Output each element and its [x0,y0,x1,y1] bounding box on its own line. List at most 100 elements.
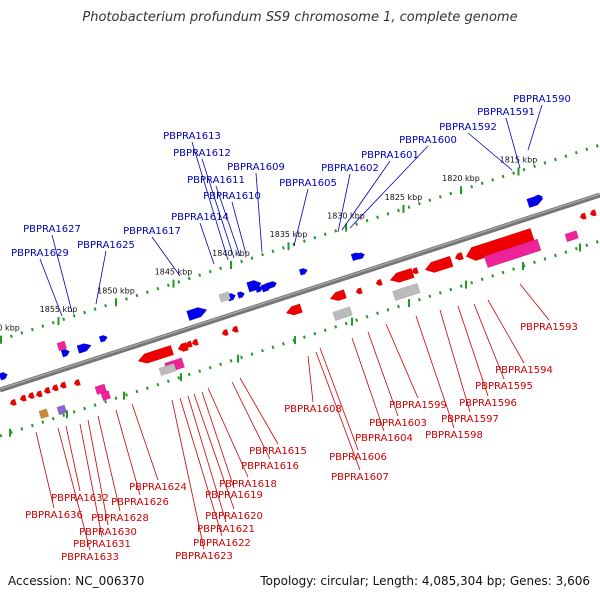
reverse-leader-line [115,409,141,496]
reverse-leader-line [57,427,91,551]
reverse-gene [231,325,239,333]
reverse-gene [73,378,81,387]
misc-feature-block [56,404,68,416]
forward-gene-label: PBPRA1591 [477,107,535,118]
rrna-block [94,383,108,395]
reverse-gene-label: PBPRA1608 [284,404,342,415]
pseudogene-block [218,291,232,303]
reverse-gene [221,328,229,337]
forward-gene-label: PBPRA1611 [187,175,245,186]
reverse-leader-line [439,309,471,413]
scale-tick-label: 1835 kbp [270,230,308,239]
forward-gene-label: PBPRA1609 [227,162,285,173]
reverse-leader-line [79,423,103,538]
misc-feature-block [38,408,50,420]
forward-leader-line [199,222,215,265]
reverse-leader-line [187,395,227,523]
forward-gene-label: PBPRA1610 [203,191,261,202]
reverse-gene [465,227,536,261]
reverse-leader-line [473,303,505,380]
forward-leader-line [51,234,73,313]
forward-gene-label: PBPRA1600 [399,135,457,146]
reverse-leader-line [231,381,271,460]
genome-summary: Topology: circular; Length: 4,085,304 bp… [260,574,590,588]
scale-tick-label: 1860 kbp [0,324,20,333]
reverse-gene [51,384,59,392]
reverse-gene-label: PBPRA1628 [91,513,149,524]
reverse-leader-line [207,387,249,478]
reverse-gene [35,390,43,398]
forward-gene-label: PBPRA1602 [321,163,379,174]
reverse-gene-label: PBPRA1603 [369,418,427,429]
reverse-leader-line [519,283,550,321]
reverse-gene-label: PBPRA1621 [197,524,255,535]
forward-leader-line [95,250,107,305]
scale-tick-label: 1820 kbp [442,174,480,183]
reverse-gene [285,303,303,316]
forward-leader-line [191,141,229,261]
reverse-gene [589,209,597,217]
accession-text: Accession: NC_006370 [8,574,145,588]
reverse-gene-label: PBPRA1620 [205,511,263,522]
scale-tick-label: 1815 kbp [500,155,538,164]
reverse-gene-label: PBPRA1594 [495,365,553,376]
map-title: Photobacterium profundum SS9 chromosome … [82,10,518,25]
forward-leader-line [337,173,351,233]
reverse-gene [579,212,587,220]
reverse-leader-line [97,415,121,512]
reverse-gene-label: PBPRA1619 [205,490,263,501]
reverse-leader-line [367,331,399,417]
forward-leader-line [215,185,241,257]
forward-gene-label: PBPRA1629 [11,248,69,259]
forward-gene [186,307,208,322]
reverse-gene-label: PBPRA1624 [129,482,187,493]
reverse-gene [43,386,51,394]
reverse-leader-line [487,299,525,364]
rrna-block [564,230,579,243]
reverse-leader-line [385,323,419,399]
scale-tick-label: 1825 kbp [385,193,423,202]
reverse-leader-line [307,355,314,403]
reverse-gene [185,340,193,348]
scale-tick-label: 1855 kbp [40,305,78,314]
rrna-block [56,340,68,352]
forward-gene-label: PBPRA1627 [23,224,81,235]
forward-gene [298,268,308,276]
forward-leader-line [349,145,429,229]
reverse-gene [27,391,35,400]
pseudogene-block [392,282,421,302]
forward-leader-line [293,188,309,247]
scale-tick-label: 1840 kbp [212,249,250,258]
reverse-gene-label: PBPRA1632 [51,493,109,504]
forward-gene [0,372,8,381]
reverse-leader-line [319,347,359,451]
reverse-leader-line [239,377,279,445]
forward-leader-line [505,117,521,169]
reverse-gene [454,251,465,261]
forward-gene [76,343,92,354]
scale-tick-label: 1850 kbp [97,286,135,295]
reverse-leader-line [65,425,81,492]
reverse-gene-label: PBPRA1607 [331,472,389,483]
forward-gene [236,291,246,299]
forward-leader-line [39,258,63,317]
forward-leader-line [467,132,513,171]
reverse-gene [411,267,419,275]
reverse-leader-line [171,399,205,550]
genome-backbone [0,192,600,393]
forward-gene [268,280,278,289]
reverse-leader-line [351,337,385,432]
forward-gene-label: PBPRA1625 [77,240,135,251]
forward-gene-label: PBPRA1592 [439,122,497,133]
forward-leader-line [341,160,391,231]
forward-gene-label: PBPRA1605 [279,178,337,189]
forward-leader-line [231,201,247,255]
reverse-gene-label: PBPRA1630 [79,527,137,538]
reverse-leader-line [415,315,455,429]
reverse-leader-line [193,393,235,510]
reverse-gene [19,394,27,402]
forward-gene [60,348,70,358]
reverse-gene-label: PBPRA1622 [193,538,251,549]
reverse-leader-line [35,431,55,509]
reverse-gene-label: PBPRA1633 [61,552,119,563]
